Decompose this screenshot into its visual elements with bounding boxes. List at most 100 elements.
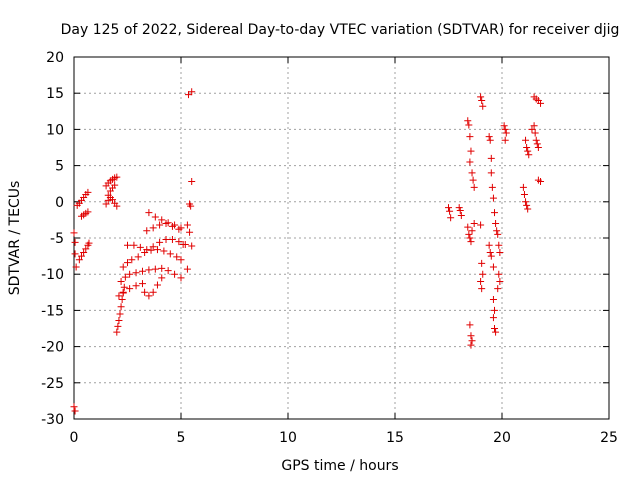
data-point-plus bbox=[158, 274, 166, 282]
data-point-plus bbox=[153, 281, 161, 289]
data-point-plus bbox=[491, 209, 499, 217]
data-point-plus bbox=[496, 248, 504, 256]
data-point-plus bbox=[455, 204, 463, 212]
data-point-plus bbox=[115, 317, 123, 325]
data-point-plus bbox=[153, 246, 161, 254]
data-point-plus bbox=[502, 129, 510, 137]
x-tick-label: 15 bbox=[386, 430, 404, 446]
data-point-plus bbox=[116, 310, 124, 318]
data-point-plus bbox=[492, 220, 500, 228]
data-point-plus bbox=[523, 144, 531, 151]
data-point-plus bbox=[489, 296, 497, 304]
grid-lines bbox=[74, 57, 609, 419]
data-point-plus bbox=[479, 102, 487, 110]
data-point-plus bbox=[113, 173, 121, 181]
data-point-plus bbox=[102, 200, 110, 208]
data-point-plus bbox=[84, 188, 92, 196]
data-point-plus bbox=[478, 96, 486, 104]
data-point-plus bbox=[501, 136, 509, 144]
data-point-plus bbox=[467, 147, 475, 155]
y-axis-label: SDTVAR / TECUs bbox=[7, 181, 23, 296]
data-point-plus bbox=[164, 267, 172, 275]
data-point-plus bbox=[525, 151, 533, 159]
data-point-plus bbox=[118, 296, 126, 304]
data-point-plus bbox=[465, 121, 473, 129]
data-point-plus bbox=[134, 253, 142, 261]
data-point-plus bbox=[468, 337, 476, 345]
data-point-plus bbox=[113, 328, 121, 336]
data-point-plus bbox=[183, 221, 191, 229]
data-point-plus bbox=[479, 270, 487, 278]
data-point-plus bbox=[177, 274, 185, 282]
data-point-plus bbox=[488, 183, 496, 191]
data-point-plus bbox=[111, 181, 119, 189]
data-point-plus bbox=[467, 341, 475, 349]
data-point-plus bbox=[124, 241, 131, 249]
data-point-plus bbox=[141, 288, 149, 296]
data-point-plus bbox=[466, 133, 474, 141]
data-point-plus bbox=[537, 178, 545, 186]
data-point-plus bbox=[114, 322, 122, 330]
data-point-plus bbox=[491, 325, 499, 332]
data-point-plus bbox=[151, 213, 159, 221]
data-point-plus bbox=[470, 220, 478, 228]
y-tick-label: -15 bbox=[41, 303, 64, 319]
data-point-plus bbox=[181, 241, 189, 249]
data-points bbox=[70, 88, 545, 415]
data-point-plus bbox=[528, 125, 536, 133]
data-point-plus bbox=[183, 265, 191, 273]
data-point-plus bbox=[489, 263, 497, 271]
data-point-plus bbox=[77, 252, 85, 260]
data-point-plus bbox=[158, 216, 166, 224]
y-tick-label: 0 bbox=[55, 195, 64, 211]
data-point-plus bbox=[487, 252, 495, 260]
data-point-plus bbox=[138, 267, 146, 275]
data-point-plus bbox=[149, 288, 157, 296]
data-point-plus bbox=[493, 227, 501, 235]
x-tick-label: 25 bbox=[600, 430, 618, 446]
data-point-plus bbox=[71, 250, 79, 258]
data-point-plus bbox=[160, 247, 168, 255]
data-point-plus bbox=[485, 241, 493, 249]
data-point-plus bbox=[145, 292, 153, 300]
x-tick-label: 20 bbox=[493, 430, 511, 446]
data-point-plus bbox=[124, 259, 131, 267]
data-point-plus bbox=[136, 243, 144, 251]
data-point-plus bbox=[486, 248, 494, 256]
data-point-plus bbox=[466, 234, 474, 242]
data-point-plus bbox=[188, 242, 196, 250]
data-point-plus bbox=[117, 277, 125, 285]
data-point-plus bbox=[469, 176, 477, 184]
data-point-plus bbox=[494, 230, 502, 238]
data-point-plus bbox=[145, 266, 153, 274]
data-point-plus bbox=[80, 248, 88, 256]
data-point-plus bbox=[158, 264, 166, 272]
data-point-plus bbox=[524, 205, 532, 213]
data-point-plus bbox=[466, 321, 474, 329]
data-point-plus bbox=[534, 144, 542, 151]
data-point-plus bbox=[522, 198, 530, 206]
y-tick-label: -5 bbox=[50, 231, 64, 247]
data-point-plus bbox=[156, 238, 164, 246]
data-point-plus bbox=[173, 253, 181, 261]
data-point-plus bbox=[166, 250, 174, 258]
data-point-plus bbox=[456, 206, 464, 214]
data-point-plus bbox=[149, 243, 157, 251]
y-tick-label: 5 bbox=[55, 159, 64, 175]
x-axis-label: GPS time / hours bbox=[281, 458, 398, 474]
data-point-plus bbox=[82, 245, 90, 253]
data-point-plus bbox=[468, 227, 476, 235]
data-point-plus bbox=[491, 306, 499, 314]
y-tick-label: -30 bbox=[41, 412, 64, 428]
data-point-plus bbox=[147, 246, 155, 254]
x-tick-label: 5 bbox=[177, 430, 186, 446]
data-point-plus bbox=[171, 270, 179, 278]
data-point-plus bbox=[119, 263, 127, 271]
data-point-plus bbox=[464, 117, 472, 125]
chart-title: Day 125 of 2022, Sidereal Day-to-day VTE… bbox=[61, 22, 620, 38]
data-point-plus bbox=[151, 265, 159, 273]
data-point-plus bbox=[467, 332, 475, 340]
data-point-plus bbox=[143, 246, 151, 254]
data-point-plus bbox=[489, 194, 497, 202]
data-point-plus bbox=[71, 238, 79, 246]
